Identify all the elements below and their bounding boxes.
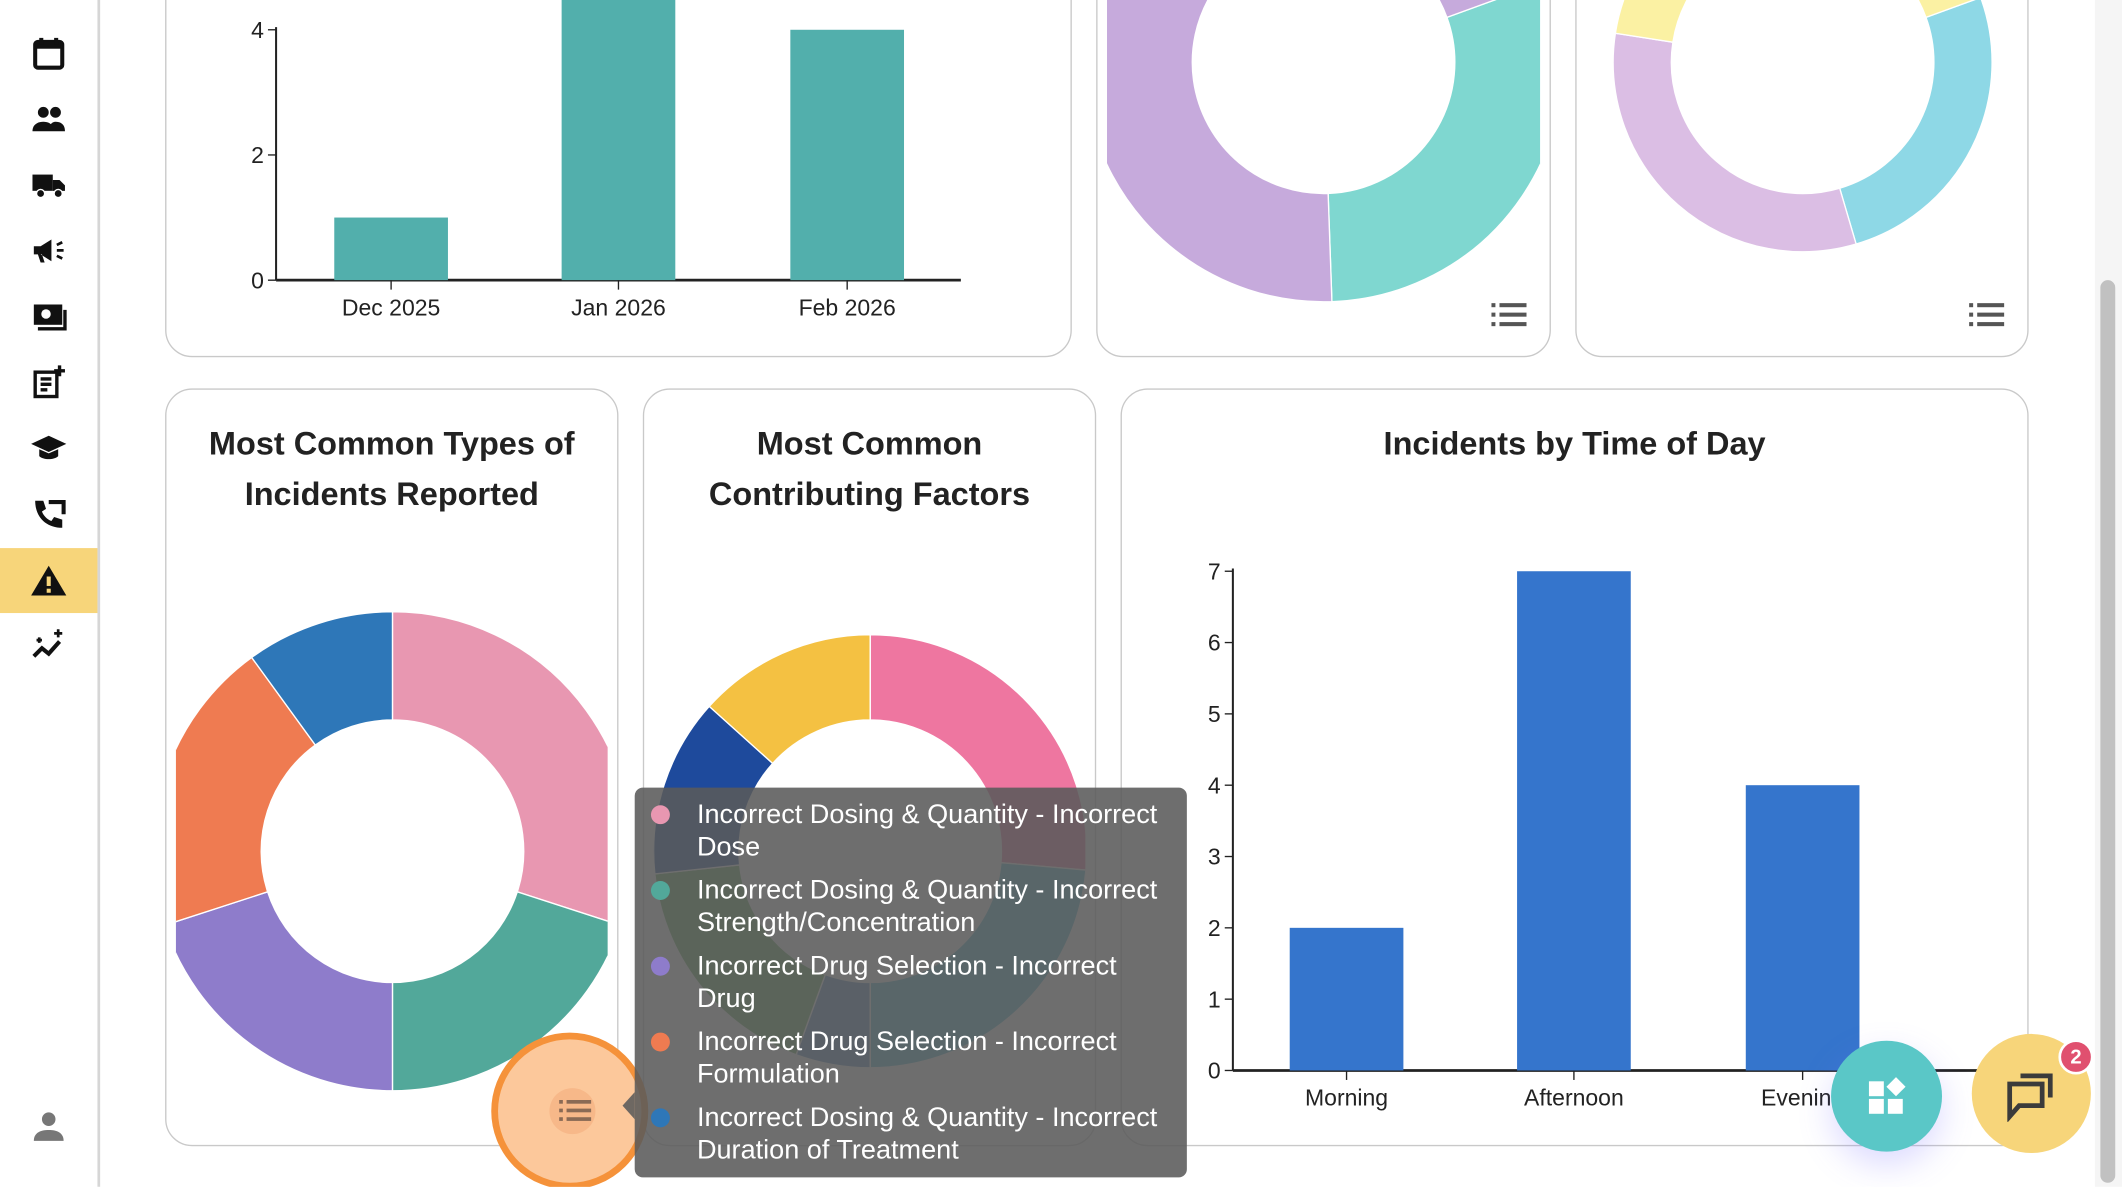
legend-color-dot (650, 805, 670, 825)
card-incident-types: Most Common Types of Incidents Reported (165, 388, 619, 1147)
chart-donut-top-2 (1577, 0, 2028, 356)
legend-label: Incorrect Dosing & Quantity - Incorrect … (696, 1102, 1158, 1166)
chart-time-of-day: 0 1 2 3 4 5 6 7 Morning Afternoon Evening (1208, 558, 2028, 1111)
graduation-cap-icon (31, 435, 67, 460)
donut-slice-3 (1615, 0, 1980, 42)
card-donut-top-2 (1575, 0, 2029, 358)
widgets-icon (1868, 1077, 1906, 1114)
profile-button[interactable] (0, 1093, 97, 1158)
chart-title: Most Common Types of Incidents Reported (208, 426, 575, 513)
donut-slice-5 (252, 612, 393, 745)
sidebar-item-calendar[interactable] (0, 20, 97, 85)
sidebar-item-phone-forward[interactable] (0, 482, 97, 547)
sidebar-item-insights[interactable] (0, 613, 97, 678)
donut-slice-1 (1328, 0, 1549, 302)
y-tick-label: 4 (251, 17, 264, 43)
y-tick-label: 4 (1208, 772, 1221, 798)
calendar-icon (33, 37, 65, 70)
bar-evening (1745, 785, 1860, 1071)
sidebar-item-people[interactable] (0, 87, 97, 152)
phone-forward-icon (35, 500, 66, 528)
money-icon (33, 304, 67, 331)
people-icon (32, 106, 65, 132)
y-tick-label: 5 (1208, 701, 1221, 727)
legend-label: Incorrect Drug Selection - Incorrect Dru… (696, 951, 1117, 1014)
card-time-of-day: Incidents by Time of Day 0 1 2 3 4 5 6 7 Morning… (1120, 388, 2029, 1147)
y-tick-label: 1 (1208, 986, 1221, 1012)
megaphone-icon (33, 239, 64, 263)
legend-item: Incorrect Dosing & Quantity - Incorrect … (650, 874, 1173, 939)
bar-jan-2026 (561, 0, 676, 281)
y-tick-label: 0 (251, 267, 264, 293)
x-tick-label: Feb 2026 (799, 294, 896, 320)
y-tick-label: 2 (251, 142, 264, 168)
legend-color-dot (650, 1108, 670, 1128)
sidebar-item-note-add[interactable] (0, 349, 97, 414)
donut-slice-1 (392, 612, 617, 926)
bar-morning (1289, 927, 1404, 1071)
sidebar-item-graduation-cap[interactable] (0, 415, 97, 480)
legend-tooltip: Incorrect Dosing & Quantity - Incorrect … (622, 787, 1187, 1178)
legend-menu-icon[interactable] (559, 1098, 592, 1125)
donut-slice-2 (1613, 33, 1856, 251)
apps-button[interactable] (1831, 1040, 1943, 1152)
chart-donut-top-1 (1098, 0, 1550, 356)
legend-color-dot (650, 1032, 670, 1052)
legend-item: Incorrect Drug Selection - Incorrect Dru… (650, 950, 1173, 1015)
chat-button[interactable]: 2 (1971, 1033, 2094, 1154)
legend-item: Incorrect Dosing & Quantity - Incorrect … (650, 798, 1173, 863)
sidebar-item-warning[interactable] (0, 548, 98, 614)
warning-icon (31, 565, 67, 596)
legend-color-dot (650, 956, 670, 976)
chart-incident-types (166, 390, 617, 1145)
legend-menu-icon[interactable] (1969, 300, 2005, 330)
donut-slice-3 (166, 892, 392, 1091)
truck-icon (32, 174, 65, 199)
legend-label: Incorrect Dosing & Quantity - Incorrect … (696, 799, 1158, 863)
chart-incidents-by-month: 0 2 4 Dec 2025 Jan 2026 Feb 2026 (251, 0, 961, 320)
x-tick-label: Afternoon (1524, 1085, 1624, 1111)
sidebar-item-money[interactable] (0, 284, 97, 349)
x-tick-label: Morning (1305, 1085, 1388, 1111)
insights-icon (32, 629, 63, 658)
legend-item: Incorrect Dosing & Quantity - Incorrect … (650, 1102, 1173, 1167)
donut-slice-1 (1840, 0, 1992, 244)
tooltip-arrow (622, 1092, 635, 1120)
y-tick-label: 0 (1208, 1058, 1221, 1084)
note-add-icon (33, 365, 65, 399)
y-tick-label: 2 (1208, 915, 1221, 941)
donut-slice-4 (166, 657, 315, 925)
donut-slice-6 (709, 635, 870, 764)
sidebar (0, 0, 101, 1187)
legend-color-dot (650, 881, 670, 900)
chart-title: Incidents by Time of Day (1383, 426, 1766, 463)
legend-menu-icon[interactable] (1491, 300, 1527, 330)
person-icon (33, 1112, 64, 1141)
card-donut-top-1 (1096, 0, 1551, 358)
chat-badge: 2 (2058, 1039, 2094, 1075)
donut-slice-2 (1098, 0, 1549, 302)
y-tick-label: 3 (1208, 844, 1221, 870)
legend-label: Incorrect Dosing & Quantity - Incorrect … (696, 875, 1158, 938)
card-incidents-by-month: 0 2 4 Dec 2025 Jan 2026 Feb 2026 (165, 0, 1072, 358)
scrollbar[interactable] (2094, 0, 2122, 1187)
y-tick-label: 6 (1208, 630, 1221, 656)
donut-slice-2 (392, 892, 617, 1091)
legend-item: Incorrect Drug Selection - Incorrect For… (650, 1026, 1173, 1091)
legend-label: Incorrect Drug Selection - Incorrect For… (696, 1027, 1117, 1090)
sidebar-item-megaphone[interactable] (0, 218, 97, 283)
x-tick-label: Dec 2025 (342, 294, 440, 320)
bar-feb-2026 (790, 29, 905, 281)
x-tick-label: Evening (1761, 1085, 1844, 1111)
sidebar-item-truck[interactable] (0, 152, 97, 217)
bar-afternoon (1517, 571, 1631, 1071)
chat-icon (2007, 1073, 2053, 1122)
scrollbar-thumb[interactable] (2100, 280, 2116, 1183)
bar-dec-2025 (334, 217, 448, 281)
x-tick-label: Jan 2026 (571, 294, 666, 320)
chart-title: Most Common Contributing Factors (708, 426, 1031, 513)
y-tick-label: 7 (1208, 558, 1221, 584)
